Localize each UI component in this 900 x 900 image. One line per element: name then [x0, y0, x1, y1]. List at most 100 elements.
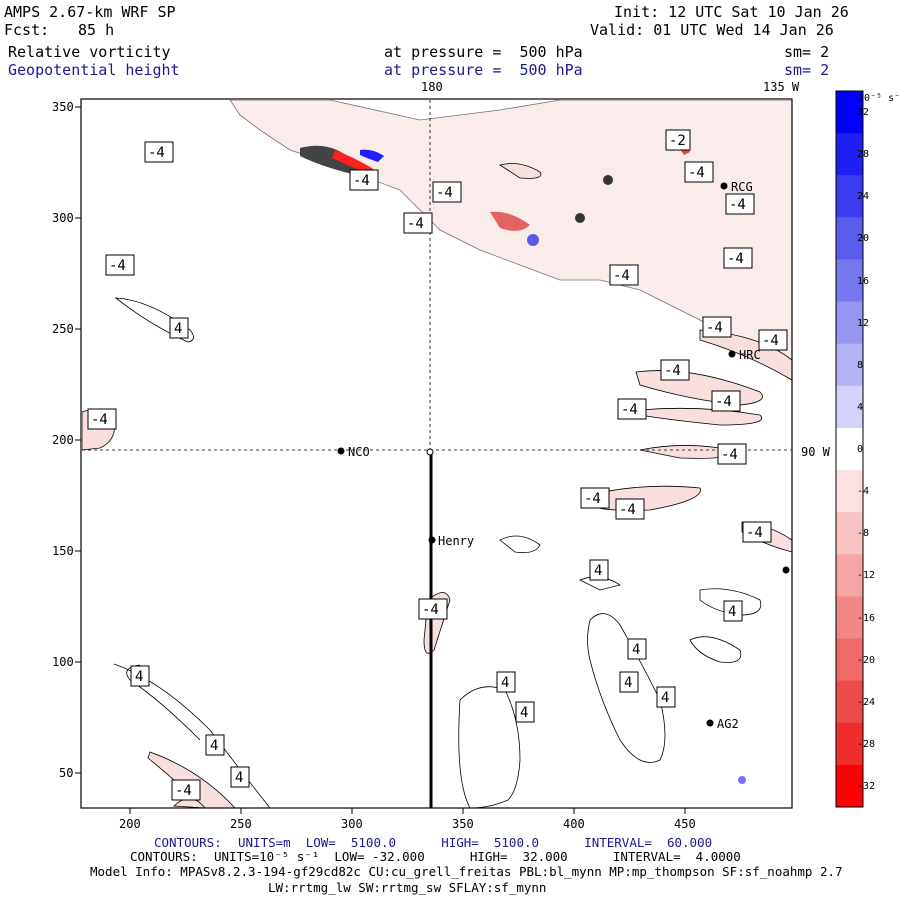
x-tick-label: 200 — [119, 817, 141, 831]
x-tick-label: 400 — [563, 817, 585, 831]
colorbar-tick-label: 16 — [857, 275, 870, 287]
colorbar-unit: 10⁻⁵ s⁻¹ — [858, 93, 900, 104]
contour-label: -4 — [621, 402, 638, 418]
y-tick-label: 350 — [52, 100, 74, 114]
y-tick-label: 250 — [52, 322, 74, 336]
contour-label: 4 — [661, 690, 669, 706]
colorbar-swatch — [836, 259, 863, 303]
contour-label: 4 — [632, 642, 640, 658]
contour-label: -4 — [422, 602, 439, 618]
contour-label: -4 — [746, 525, 763, 541]
colorbar-swatch — [836, 217, 863, 260]
colorbar-tick-label: -4 — [857, 486, 870, 498]
vorticity-field — [82, 100, 792, 808]
contours-height-info: UNITS=m LOW= 5100.0 HIGH= 5100.0 INTERVA… — [238, 835, 713, 850]
contour-labels: -4 -4 -4 -4 -4 -4 -4 -4 -4 -4 -4 -4 -4 -… — [87, 129, 788, 801]
colorbar-tick-label: 4 — [857, 401, 864, 413]
contour-label: -4 — [436, 185, 453, 201]
colorbar-tick-label: -28 — [857, 738, 876, 750]
contour-label: 4 — [210, 738, 218, 754]
field-geopotential: Geopotential height — [8, 61, 180, 79]
smoothing-2: sm= 2 — [784, 61, 830, 79]
contour-label: -4 — [584, 491, 601, 507]
contour-label: -4 — [175, 783, 192, 799]
colorbar-tick-label: -24 — [857, 696, 876, 708]
pole-marker — [426, 448, 434, 456]
colorbar-swatch — [836, 722, 863, 766]
station-nco-marker — [337, 447, 345, 455]
contour-label: 4 — [594, 563, 602, 579]
colorbar-swatch — [836, 638, 863, 682]
station-nco-label: NCO — [348, 445, 370, 459]
colorbar-swatch — [836, 470, 863, 513]
model-info: Model Info: MPASv8.2.3-194-gf29cd82c CU:… — [90, 864, 843, 879]
station-edge-marker — [782, 566, 790, 574]
colorbar-swatch — [836, 91, 863, 134]
stations: NCO Henry HRC RCG AG2 — [337, 180, 790, 731]
station-ag2-label: AG2 — [717, 717, 739, 731]
contour-label: -4 — [613, 268, 630, 284]
colorbar-swatch — [836, 596, 863, 640]
contour-label: -4 — [664, 363, 681, 379]
colorbar-tick-label: 0 — [857, 444, 864, 456]
colorbar — [836, 91, 863, 808]
lon-label-180: 180 — [421, 80, 443, 94]
contour-label: 4 — [235, 770, 243, 786]
colorbar-tick-label: -8 — [857, 528, 870, 540]
x-tick-label: 450 — [674, 817, 696, 831]
contour-label: -4 — [109, 258, 126, 274]
contour-label: -4 — [727, 251, 744, 267]
colorbar-swatch — [836, 385, 863, 429]
colorbar-tick-label: -12 — [857, 570, 876, 582]
y-tick-label: 300 — [52, 211, 74, 225]
x-tick-label: 350 — [452, 817, 474, 831]
colorbar-swatch — [836, 554, 863, 597]
x-tick-label: 300 — [341, 817, 363, 831]
station-rcg-label: RCG — [731, 180, 753, 194]
colorbar-tick-label: 32 — [857, 107, 870, 119]
colorbar-swatch — [836, 680, 863, 724]
pressure-level-1: at pressure = 500 hPa — [384, 43, 583, 61]
contour-label: -4 — [407, 216, 424, 232]
station-ag2-marker — [706, 719, 714, 727]
pressure-level-2: at pressure = 500 hPa — [384, 61, 583, 79]
contours-height-label: CONTOURS: — [154, 835, 222, 850]
contours-vort-info: UNITS=10⁻⁵ s⁻¹ LOW= -32.000 HIGH= 32.000… — [214, 849, 741, 864]
contour-label: 4 — [728, 604, 736, 620]
model-info-2: LW:rrtmg_lw SW:rrtmg_sw SFLAY:sf_mynn — [268, 880, 547, 895]
contour-label: -4 — [688, 165, 705, 181]
colorbar-tick-label: -16 — [857, 612, 876, 624]
station-rcg-marker — [720, 182, 728, 190]
colorbar-tick-label: 24 — [857, 191, 870, 203]
contours-vort-label: CONTOURS: — [130, 849, 198, 864]
colorbar-tick-label: 20 — [857, 233, 870, 245]
forecast-label: Fcst: — [4, 21, 50, 39]
lon-label-90w: 90 W — [801, 445, 830, 459]
y-tick-label: 200 — [52, 433, 74, 447]
colorbar-swatch — [836, 133, 863, 176]
contour-label: -4 — [91, 412, 108, 428]
y-tick-label: 100 — [52, 655, 74, 669]
colorbar-tick-label: -20 — [857, 654, 876, 666]
contour-label: -4 — [729, 197, 746, 213]
contour-label: -4 — [762, 333, 779, 349]
contour-label: -4 — [706, 320, 723, 336]
colorbar-swatch — [836, 301, 863, 345]
y-tick-label: 150 — [52, 544, 74, 558]
colorbar-tick-label: 8 — [857, 359, 864, 371]
valid-time: Valid: 01 UTC Wed 14 Jan 26 — [590, 21, 834, 39]
colorbar-tick-label: 12 — [857, 317, 870, 329]
y-tick-label: 50 — [59, 766, 74, 780]
station-henry-label: Henry — [438, 534, 474, 548]
contour-label: 4 — [135, 669, 143, 685]
station-hrc-marker — [728, 350, 736, 358]
colorbar-tick-label: 28 — [857, 149, 870, 161]
contour-label: -2 — [669, 133, 686, 149]
station-hrc-label: HRC — [739, 348, 761, 362]
contour-label: -4 — [715, 394, 732, 410]
plot-frame — [80, 98, 793, 809]
colorbar-swatch — [836, 175, 863, 218]
colorbar-frame — [835, 90, 864, 808]
axis-ticks — [75, 106, 686, 814]
